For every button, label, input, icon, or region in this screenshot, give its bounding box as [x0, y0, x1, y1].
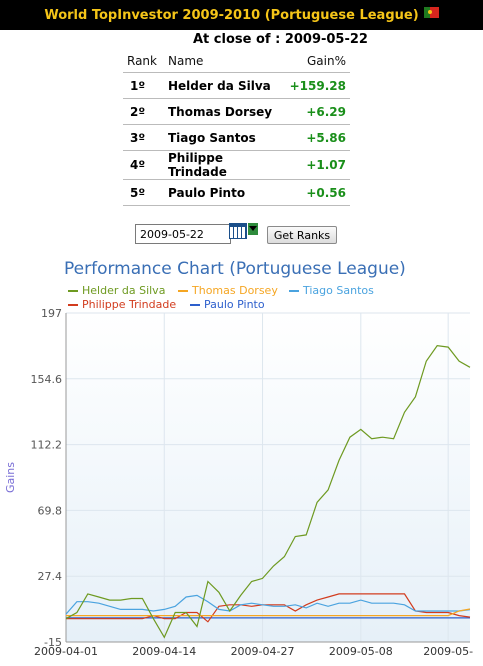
- date-input[interactable]: [135, 224, 231, 244]
- legend-item[interactable]: Philippe Trindade: [68, 298, 176, 311]
- table-row: 2º Thomas Dorsey +6.29: [123, 98, 350, 125]
- y-tick-label: 197: [41, 307, 62, 320]
- y-tick-label: 27.4: [38, 570, 63, 583]
- rank-cell: 2º: [123, 98, 164, 125]
- column-header-name: Name: [164, 50, 286, 73]
- legend-item[interactable]: Helder da Silva: [68, 284, 165, 297]
- rank-cell: 5º: [123, 179, 164, 206]
- series-line-helder-da-silva: [65, 344, 471, 639]
- legend-swatch: [190, 303, 200, 306]
- gain-cell: +159.28: [285, 72, 350, 99]
- rank-cell: 1º: [123, 72, 164, 99]
- table-row: 1º Helder da Silva +159.28: [123, 72, 350, 99]
- table-row: 3º Tiago Santos +5.86: [123, 124, 350, 151]
- gain-cell: +1.07: [285, 150, 350, 180]
- legend-swatch: [178, 289, 188, 292]
- legend-label: Tiago Santos: [303, 284, 374, 297]
- name-cell: Helder da Silva: [164, 72, 286, 99]
- legend-label: Paulo Pinto: [204, 298, 265, 311]
- legend-swatch: [68, 289, 78, 292]
- legend-item[interactable]: Paulo Pinto: [190, 298, 265, 311]
- gain-cell: +0.56: [285, 179, 350, 206]
- chart-title: Performance Chart (Portuguese League): [64, 259, 406, 279]
- portugal-flag-icon: [423, 6, 439, 18]
- name-cell: Thomas Dorsey: [164, 98, 286, 125]
- rank-cell: 4º: [123, 150, 164, 180]
- ranking-table: Rank Name Gain% 1º Helder da Silva +159.…: [123, 50, 350, 206]
- legend-swatch: [289, 289, 299, 292]
- series-line-tiago-santos: [65, 594, 471, 615]
- plot-area: [66, 313, 470, 642]
- chevron-down-icon[interactable]: [248, 223, 258, 235]
- series-line-philippe-trindade: [66, 593, 471, 623]
- y-tick-label: -15: [44, 636, 62, 649]
- page-title: World TopInvestor 2009-2010 (Portuguese …: [44, 7, 419, 23]
- legend-item[interactable]: Thomas Dorsey: [178, 284, 278, 297]
- legend-item[interactable]: Tiago Santos: [289, 284, 374, 297]
- legend-label: Thomas Dorsey: [192, 284, 278, 297]
- gain-cell: +6.29: [285, 98, 350, 125]
- legend-label: Philippe Trindade: [82, 298, 177, 311]
- calendar-icon[interactable]: [229, 223, 247, 239]
- rank-cell: 3º: [123, 124, 164, 151]
- column-header-gain: Gain%: [285, 50, 350, 73]
- table-header-row: Rank Name Gain%: [123, 50, 350, 73]
- y-tick-label: 69.8: [38, 504, 63, 517]
- x-tick-label: 2009-04-01: [34, 645, 98, 658]
- table-row: 5º Paulo Pinto +0.56: [123, 179, 350, 206]
- get-ranks-button[interactable]: Get Ranks: [267, 226, 337, 244]
- y-axis-label: Gains: [4, 462, 17, 493]
- name-cell: Tiago Santos: [164, 124, 286, 151]
- name-cell: Philippe Trindade: [164, 150, 286, 180]
- legend-label: Helder da Silva: [82, 284, 166, 297]
- y-tick-label: 112.2: [31, 439, 63, 452]
- table-row: 4º Philippe Trindade +1.07: [123, 150, 350, 180]
- x-tick-label: 2009-04-14: [132, 645, 196, 658]
- legend-swatch: [68, 303, 78, 306]
- gain-cell: +5.86: [285, 124, 350, 151]
- page-header: World TopInvestor 2009-2010 (Portuguese …: [0, 0, 483, 30]
- y-tick-label: 154.6: [31, 373, 63, 386]
- name-cell: Paulo Pinto: [164, 179, 286, 206]
- x-tick-label: 2009-05-: [423, 645, 473, 658]
- series-line-thomas-dorsey: [66, 608, 471, 617]
- x-tick-label: 2009-05-08: [329, 645, 393, 658]
- column-header-rank: Rank: [123, 50, 164, 73]
- close-date-text: At close of : 2009-05-22: [193, 32, 368, 47]
- x-tick-label: 2009-04-27: [231, 645, 295, 658]
